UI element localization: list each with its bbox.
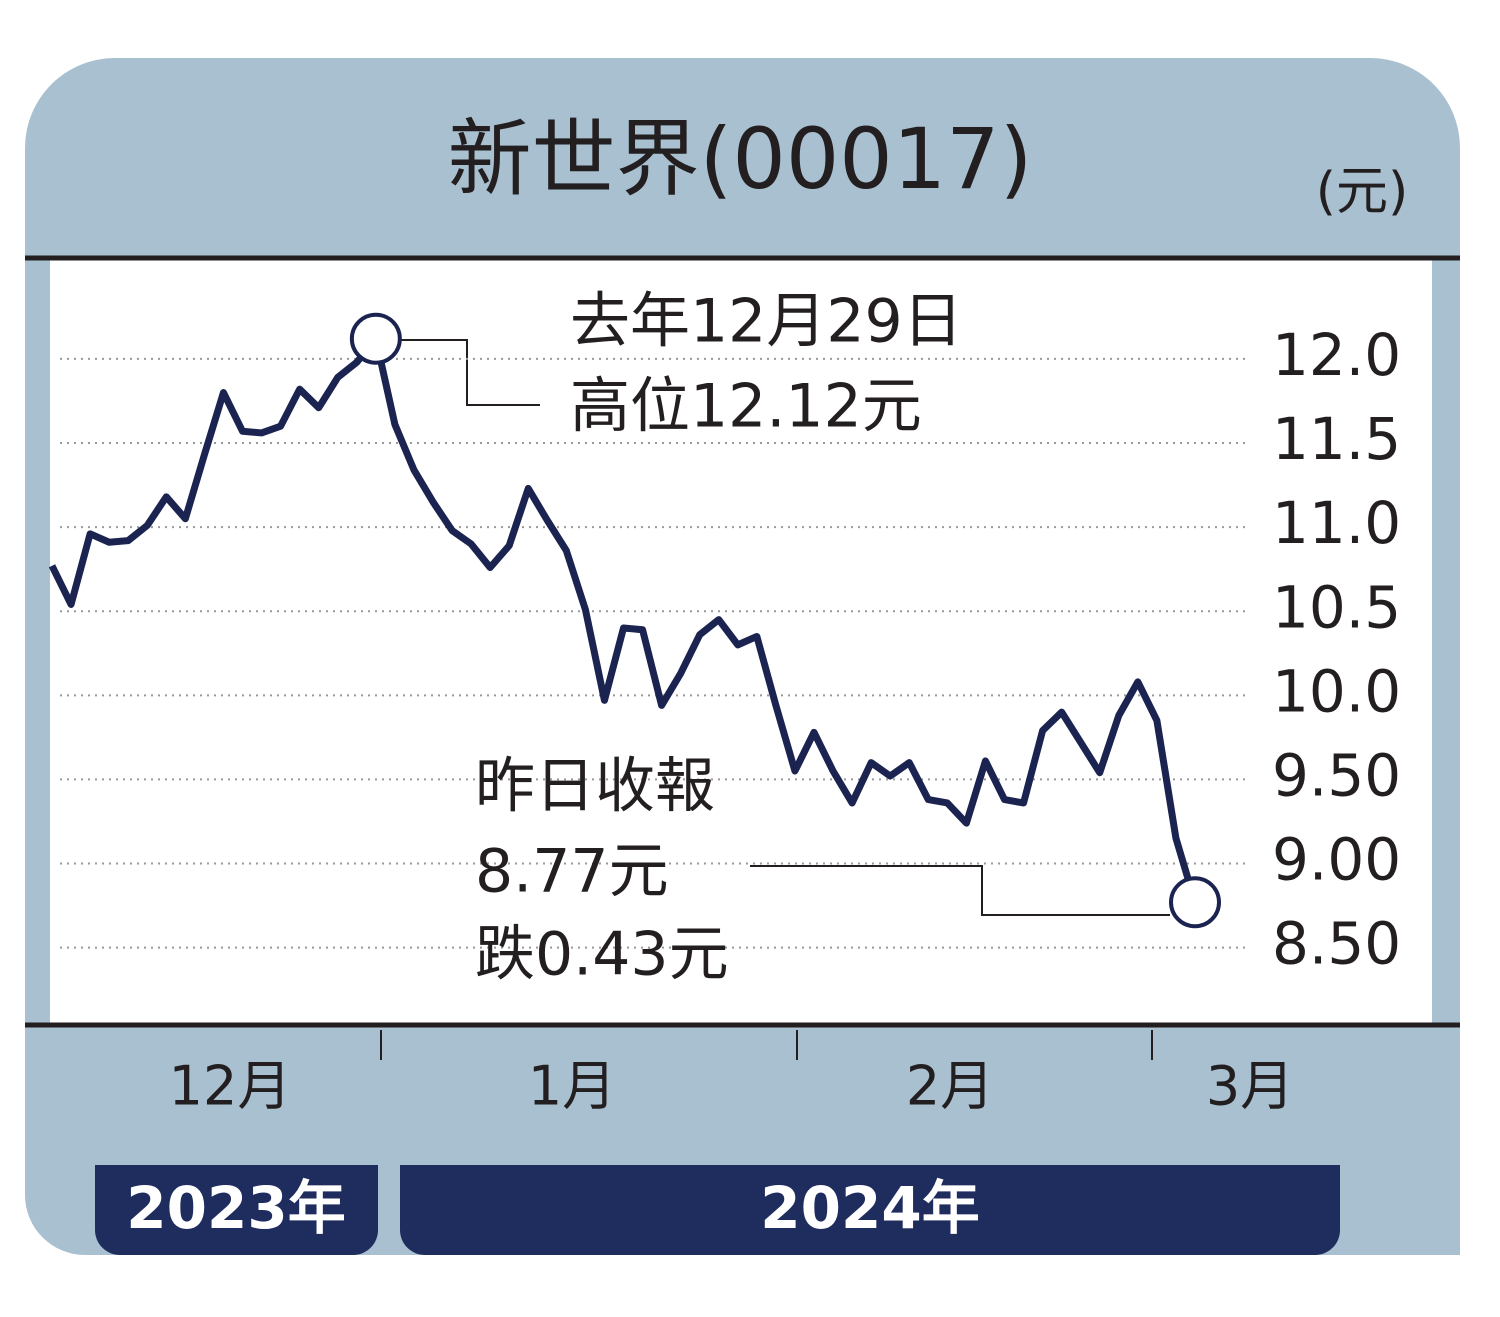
annotation: 去年12月29日 [570,287,963,357]
leader-line [750,865,1170,916]
year-bar [95,1165,378,1255]
year-label: 2024年 [760,1174,979,1242]
year-label: 2023年 [126,1174,345,1242]
annotation: 跌0.43元 [475,920,729,990]
x-month-label: 12月 [169,1055,292,1118]
chart-title: 新世界(00017) [448,110,1033,208]
x-month-label: 3月 [1206,1055,1294,1118]
annotation: 高位12.12元 [570,372,922,442]
y-tick-label: 12.0 [1272,321,1401,389]
y-tick-label: 10.5 [1272,573,1401,641]
annotation: 昨日收報 [475,752,715,822]
annotation: 8.77元 [475,837,669,907]
x-month-label: 2月 [906,1055,994,1118]
highlight-point [1169,876,1221,929]
year-bar [400,1165,1340,1255]
y-tick-label: 10.0 [1272,657,1401,725]
y-tick-label: 8.50 [1272,910,1401,978]
price-line [48,335,1199,904]
y-tick-label: 11.0 [1272,489,1401,557]
y-tick-label: 9.00 [1272,826,1401,894]
x-month-label: 1月 [528,1055,616,1118]
y-tick-label: 9.50 [1272,742,1401,810]
unit-label: (元) [1316,162,1409,222]
highlight-point [349,312,402,365]
leader-line [400,339,540,406]
y-tick-label: 11.5 [1272,405,1401,473]
